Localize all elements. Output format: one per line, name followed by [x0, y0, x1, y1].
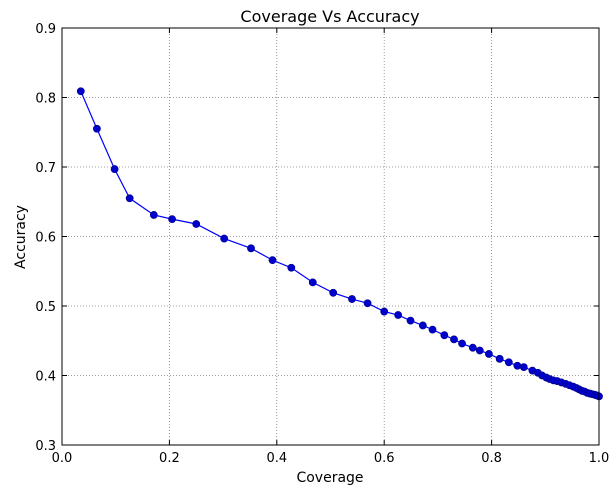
- data-point: [380, 307, 389, 316]
- data-point: [247, 244, 255, 253]
- series-layer: [76, 87, 603, 401]
- axis-ticks: 0.0 0.2 0.4 0.6 0.8 1.0 0.3 0.4 0.5 0.6 0.7 0.8 0.9: [35, 22, 609, 466]
- data-point: [485, 350, 493, 358]
- x-tick-label: 1.0: [589, 451, 610, 466]
- y-tick-label: 0.9: [35, 22, 56, 37]
- data-point: [168, 215, 176, 224]
- x-tick-label: 0.4: [266, 451, 287, 466]
- chart-title: Coverage Vs Accuracy: [240, 7, 419, 26]
- y-tick-label: 0.5: [35, 300, 56, 315]
- data-point: [220, 234, 229, 243]
- data-point: [504, 358, 513, 367]
- x-tick-label: 0.8: [481, 451, 502, 466]
- data-point: [440, 331, 449, 340]
- data-point: [363, 299, 372, 308]
- x-axis-label: Coverage: [296, 470, 363, 486]
- data-point: [308, 278, 317, 287]
- data-point: [519, 363, 528, 372]
- data-point: [110, 165, 119, 173]
- data-point: [125, 194, 134, 203]
- x-tick-label: 0.2: [159, 451, 180, 466]
- x-tick-label: 0.6: [374, 451, 395, 466]
- data-point: [406, 316, 415, 325]
- data-point: [458, 339, 466, 348]
- data-point: [450, 335, 458, 344]
- data-point: [513, 361, 522, 370]
- y-axis-label: Accuracy: [13, 205, 29, 269]
- data-point: [495, 354, 504, 363]
- data-point: [348, 295, 356, 303]
- data-point: [93, 124, 101, 133]
- data-point: [149, 211, 158, 219]
- y-tick-label: 0.3: [35, 439, 56, 454]
- data-point: [475, 346, 484, 355]
- data-point: [192, 220, 201, 228]
- grid-lines: [62, 28, 599, 445]
- y-tick-label: 0.7: [35, 161, 56, 176]
- data-point: [329, 288, 338, 297]
- y-tick-label: 0.8: [35, 92, 56, 107]
- data-point: [394, 311, 403, 319]
- data-point: [287, 263, 296, 272]
- data-point: [428, 325, 437, 334]
- y-tick-label: 0.4: [35, 370, 56, 385]
- data-point: [76, 87, 85, 96]
- data-point: [468, 343, 477, 352]
- x-tick-label: 0.0: [52, 451, 73, 466]
- y-tick-label: 0.6: [35, 231, 56, 246]
- data-point: [418, 321, 427, 330]
- data-point: [268, 256, 277, 265]
